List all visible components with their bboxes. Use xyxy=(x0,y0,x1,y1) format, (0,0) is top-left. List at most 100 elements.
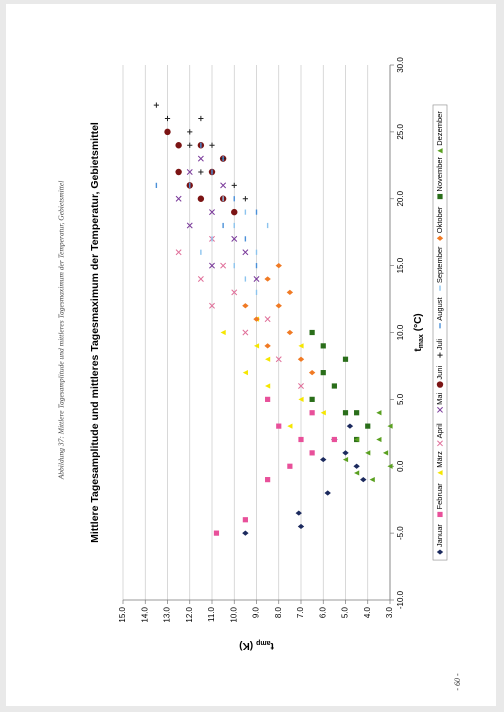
scatter-point xyxy=(242,517,248,523)
y-tick-label: 10.0 xyxy=(229,606,238,622)
scatter-point xyxy=(387,423,393,429)
scatter-point xyxy=(298,383,304,389)
x-axis-title: tmax (°C) xyxy=(413,313,425,351)
scatter-point xyxy=(286,289,294,295)
scatter-point xyxy=(287,463,293,469)
scatter-point xyxy=(276,423,282,429)
scatter-point xyxy=(213,530,220,536)
y-tick-label: 6.0 xyxy=(318,606,327,618)
x-axis-title-unit: (°C) xyxy=(413,313,424,331)
scatter-point xyxy=(376,410,382,416)
scatter-point xyxy=(376,436,382,443)
scatter-point xyxy=(297,356,305,362)
x-tick-label: 20.0 xyxy=(396,190,405,206)
y-tick-label: 5.0 xyxy=(341,606,350,618)
legend-marker xyxy=(437,406,443,413)
scatter-point xyxy=(187,129,193,135)
legend-marker xyxy=(436,549,444,555)
legend-marker xyxy=(437,352,443,358)
legend-marker xyxy=(436,235,444,241)
scatter-point xyxy=(265,396,271,402)
scatter-point xyxy=(231,208,238,216)
legend-label: Februar xyxy=(435,483,444,510)
y-tick-label: 9.0 xyxy=(252,606,261,618)
scatter-point xyxy=(197,276,204,282)
scatter-point xyxy=(209,302,215,309)
scatter-point xyxy=(387,463,393,469)
scatter-point xyxy=(209,262,215,269)
x-tick-label: 25.0 xyxy=(396,124,405,140)
y-axis-title-subscript: amp xyxy=(256,639,270,646)
scatter-point xyxy=(209,142,215,148)
chart: Mittlere Tagesamplitude und mittleres Ta… xyxy=(89,57,448,651)
x-tick-label: -5.0 xyxy=(396,526,405,540)
scatter-point xyxy=(198,115,204,122)
scatter-point xyxy=(187,142,193,148)
document-page xyxy=(6,4,496,706)
legend-label: September xyxy=(435,246,444,283)
figure-caption: Abbildung 37: Mittlere Tagesamplitude un… xyxy=(57,181,66,481)
scatter-point xyxy=(354,470,360,476)
y-tick-label: 14.0 xyxy=(140,606,149,622)
scatter-point xyxy=(365,423,371,429)
scatter-point xyxy=(308,370,316,376)
legend-box xyxy=(432,104,448,561)
y-tick-label: 4.0 xyxy=(363,606,372,618)
scatter-point xyxy=(175,142,182,149)
scatter-point xyxy=(242,303,249,309)
x-axis-title-subscript: max xyxy=(418,334,425,348)
scatter-point xyxy=(320,456,327,463)
scatter-point xyxy=(197,195,205,202)
scatter-point xyxy=(320,343,326,349)
scatter-point xyxy=(264,343,271,349)
scatter-point xyxy=(265,477,271,483)
y-axis-title-unit: (K) xyxy=(239,640,253,651)
scatter-point xyxy=(309,410,315,416)
scatter-point xyxy=(360,477,367,483)
legend-marker xyxy=(436,381,444,388)
scatter-point xyxy=(209,209,215,216)
scatter-point xyxy=(164,128,171,136)
scatter-point xyxy=(153,102,159,108)
scatter-point xyxy=(297,523,305,530)
scatter-point xyxy=(231,235,238,242)
scatter-point xyxy=(320,410,326,416)
x-tick-label: 15.0 xyxy=(396,257,405,273)
y-tick-label: 12.0 xyxy=(185,606,194,622)
scatter-point xyxy=(198,169,204,175)
scatter-point xyxy=(253,276,260,282)
scatter-point xyxy=(164,115,171,122)
scatter-point xyxy=(175,249,182,256)
y-tick-label: 8.0 xyxy=(274,606,283,618)
scatter-point xyxy=(265,356,271,362)
scatter-point xyxy=(342,410,349,416)
legend-label: Mai xyxy=(435,392,444,404)
x-axis-title-symbol: t xyxy=(413,348,424,352)
scatter-point xyxy=(342,450,349,456)
scatter-point xyxy=(186,169,193,175)
x-tick-label: -10.0 xyxy=(396,590,405,609)
scatter-point xyxy=(369,477,375,483)
chart-title: Mittlere Tagesamplitude und mittleres Ta… xyxy=(89,122,101,543)
scatter-point xyxy=(175,168,182,176)
scatter-point xyxy=(265,383,271,389)
legend-label: Juni xyxy=(435,365,444,379)
scatter-point xyxy=(354,410,360,416)
legend-label: Januar xyxy=(435,524,444,547)
scatter-point xyxy=(275,263,282,269)
scatter-point xyxy=(342,456,349,463)
x-tick-label: 5.0 xyxy=(396,393,405,405)
scatter-point xyxy=(242,249,249,256)
scatter-point xyxy=(309,329,315,336)
y-tick-label: 3.0 xyxy=(385,606,394,618)
y-axis-title: tamp(K) xyxy=(239,639,274,651)
scatter-point xyxy=(309,396,315,402)
scatter-point xyxy=(220,262,227,269)
scatter-point xyxy=(220,329,226,336)
scatter-point xyxy=(331,383,337,389)
scatter-point xyxy=(275,356,282,363)
legend-label: März xyxy=(435,451,444,468)
scatter-point xyxy=(242,530,249,536)
scatter-point xyxy=(253,343,260,349)
